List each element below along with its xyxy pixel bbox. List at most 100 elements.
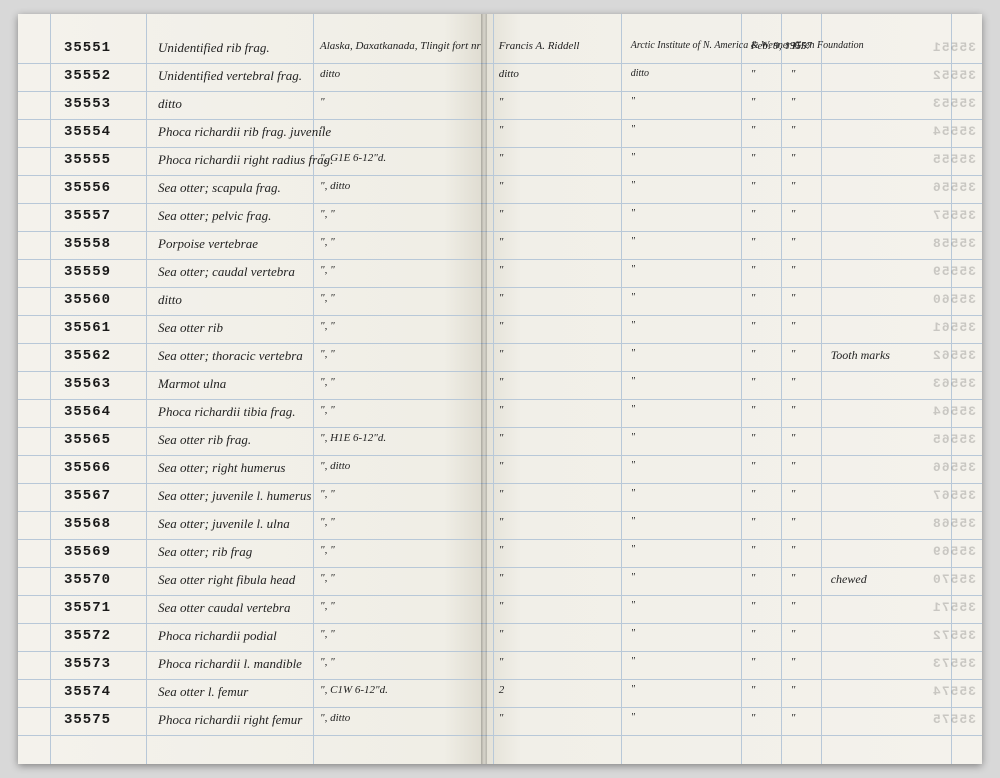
ledger-row	[481, 540, 982, 568]
remarks: chewed	[831, 572, 867, 587]
catalog-number: 35573	[64, 656, 111, 672]
catalog-number: 35564	[64, 404, 111, 420]
collector: "	[499, 376, 504, 388]
ledger-row	[481, 344, 982, 372]
bleed-through: 35556	[932, 180, 976, 195]
accession: "	[791, 264, 796, 276]
ledger-row	[481, 484, 982, 512]
ledger-row	[481, 400, 982, 428]
specimen-description: Sea otter; rib frag	[158, 544, 252, 560]
locality: ", "	[320, 404, 335, 416]
date: "	[751, 460, 756, 472]
accession: "	[791, 628, 796, 640]
date: "	[751, 628, 756, 640]
ledger-row	[481, 260, 982, 288]
date: "	[751, 320, 756, 332]
accession: "	[791, 488, 796, 500]
specimen-description: Phoca richardii l. mandible	[158, 656, 302, 672]
date: "	[751, 96, 756, 108]
ledger-row	[481, 624, 982, 652]
institution: "	[631, 124, 635, 135]
collector: "	[499, 180, 504, 192]
institution: "	[631, 180, 635, 191]
ledger-row	[481, 148, 982, 176]
catalog-number: 35552	[64, 68, 111, 84]
specimen-description: Phoca richardii right radius frag.	[158, 152, 333, 168]
accession: "	[791, 600, 796, 612]
specimen-description: Unidentified rib frag.	[158, 40, 270, 56]
institution: "	[631, 348, 635, 359]
accession: "	[791, 292, 796, 304]
bleed-through: 35561	[932, 320, 976, 335]
accession: "	[791, 152, 796, 164]
locality: ", "	[320, 488, 335, 500]
bleed-through: 35570	[932, 572, 976, 587]
date: "	[751, 236, 756, 248]
date: "	[751, 152, 756, 164]
date: "	[751, 68, 756, 80]
locality: ", "	[320, 208, 335, 220]
accession: "	[791, 684, 796, 696]
specimen-description: Sea otter l. femur	[158, 684, 248, 700]
ledger-row	[481, 512, 982, 540]
accession: "	[791, 376, 796, 388]
locality: ", "	[320, 348, 335, 360]
catalog-number: 35574	[64, 684, 111, 700]
locality: ", ditto	[320, 460, 350, 472]
ledger-row	[481, 680, 982, 708]
collector: "	[499, 600, 504, 612]
ledger-row	[481, 288, 982, 316]
catalog-number: 35575	[64, 712, 111, 728]
collector: "	[499, 208, 504, 220]
ledger-row	[481, 204, 982, 232]
institution: "	[631, 292, 635, 303]
accession: "	[791, 68, 796, 80]
collector: "	[499, 488, 504, 500]
bleed-through: 35559	[932, 264, 976, 279]
catalog-number: 35551	[64, 40, 111, 56]
institution: "	[631, 236, 635, 247]
specimen-description: Sea otter; scapula frag.	[158, 180, 281, 196]
institution: "	[631, 376, 635, 387]
date: "	[751, 600, 756, 612]
institution: "	[631, 432, 635, 443]
specimen-description: Phoca richardii tibia frag.	[158, 404, 295, 420]
specimen-description: Phoca richardii rib frag. juvenile	[158, 124, 331, 140]
locality: ", "	[320, 236, 335, 248]
collector: "	[499, 404, 504, 416]
date: "	[751, 180, 756, 192]
catalog-number: 35572	[64, 628, 111, 644]
date: "	[751, 432, 756, 444]
accession: "	[791, 460, 796, 472]
date: "	[751, 264, 756, 276]
accession: "	[791, 348, 796, 360]
accession: "	[791, 516, 796, 528]
catalog-number: 35570	[64, 572, 111, 588]
bleed-through: 35552	[932, 68, 976, 83]
specimen-description: Sea otter caudal vertebra	[158, 600, 291, 616]
locality: ", "	[320, 292, 335, 304]
specimen-description: Phoca richardii podial	[158, 628, 277, 644]
date: "	[751, 572, 756, 584]
locality: ", ditto	[320, 180, 350, 192]
accession: "	[791, 432, 796, 444]
catalog-number: 35566	[64, 460, 111, 476]
institution: Arctic Institute of N. America & Wenner-…	[631, 40, 864, 51]
catalog-number: 35563	[64, 376, 111, 392]
catalog-number: 35568	[64, 516, 111, 532]
specimen-description: Sea otter; thoracic vertebra	[158, 348, 303, 364]
institution: "	[631, 152, 635, 163]
institution: "	[631, 96, 635, 107]
ledger-row	[481, 120, 982, 148]
date: "	[751, 208, 756, 220]
date: "	[751, 292, 756, 304]
bleed-through: 35563	[932, 376, 976, 391]
collector: "	[499, 516, 504, 528]
accession: "	[791, 656, 796, 668]
bleed-through: 35565	[932, 432, 976, 447]
collector: "	[499, 572, 504, 584]
specimen-description: Sea otter rib frag.	[158, 432, 251, 448]
book-spine	[481, 14, 487, 764]
bleed-through: 35553	[932, 96, 976, 111]
bleed-through: 35564	[932, 404, 976, 419]
